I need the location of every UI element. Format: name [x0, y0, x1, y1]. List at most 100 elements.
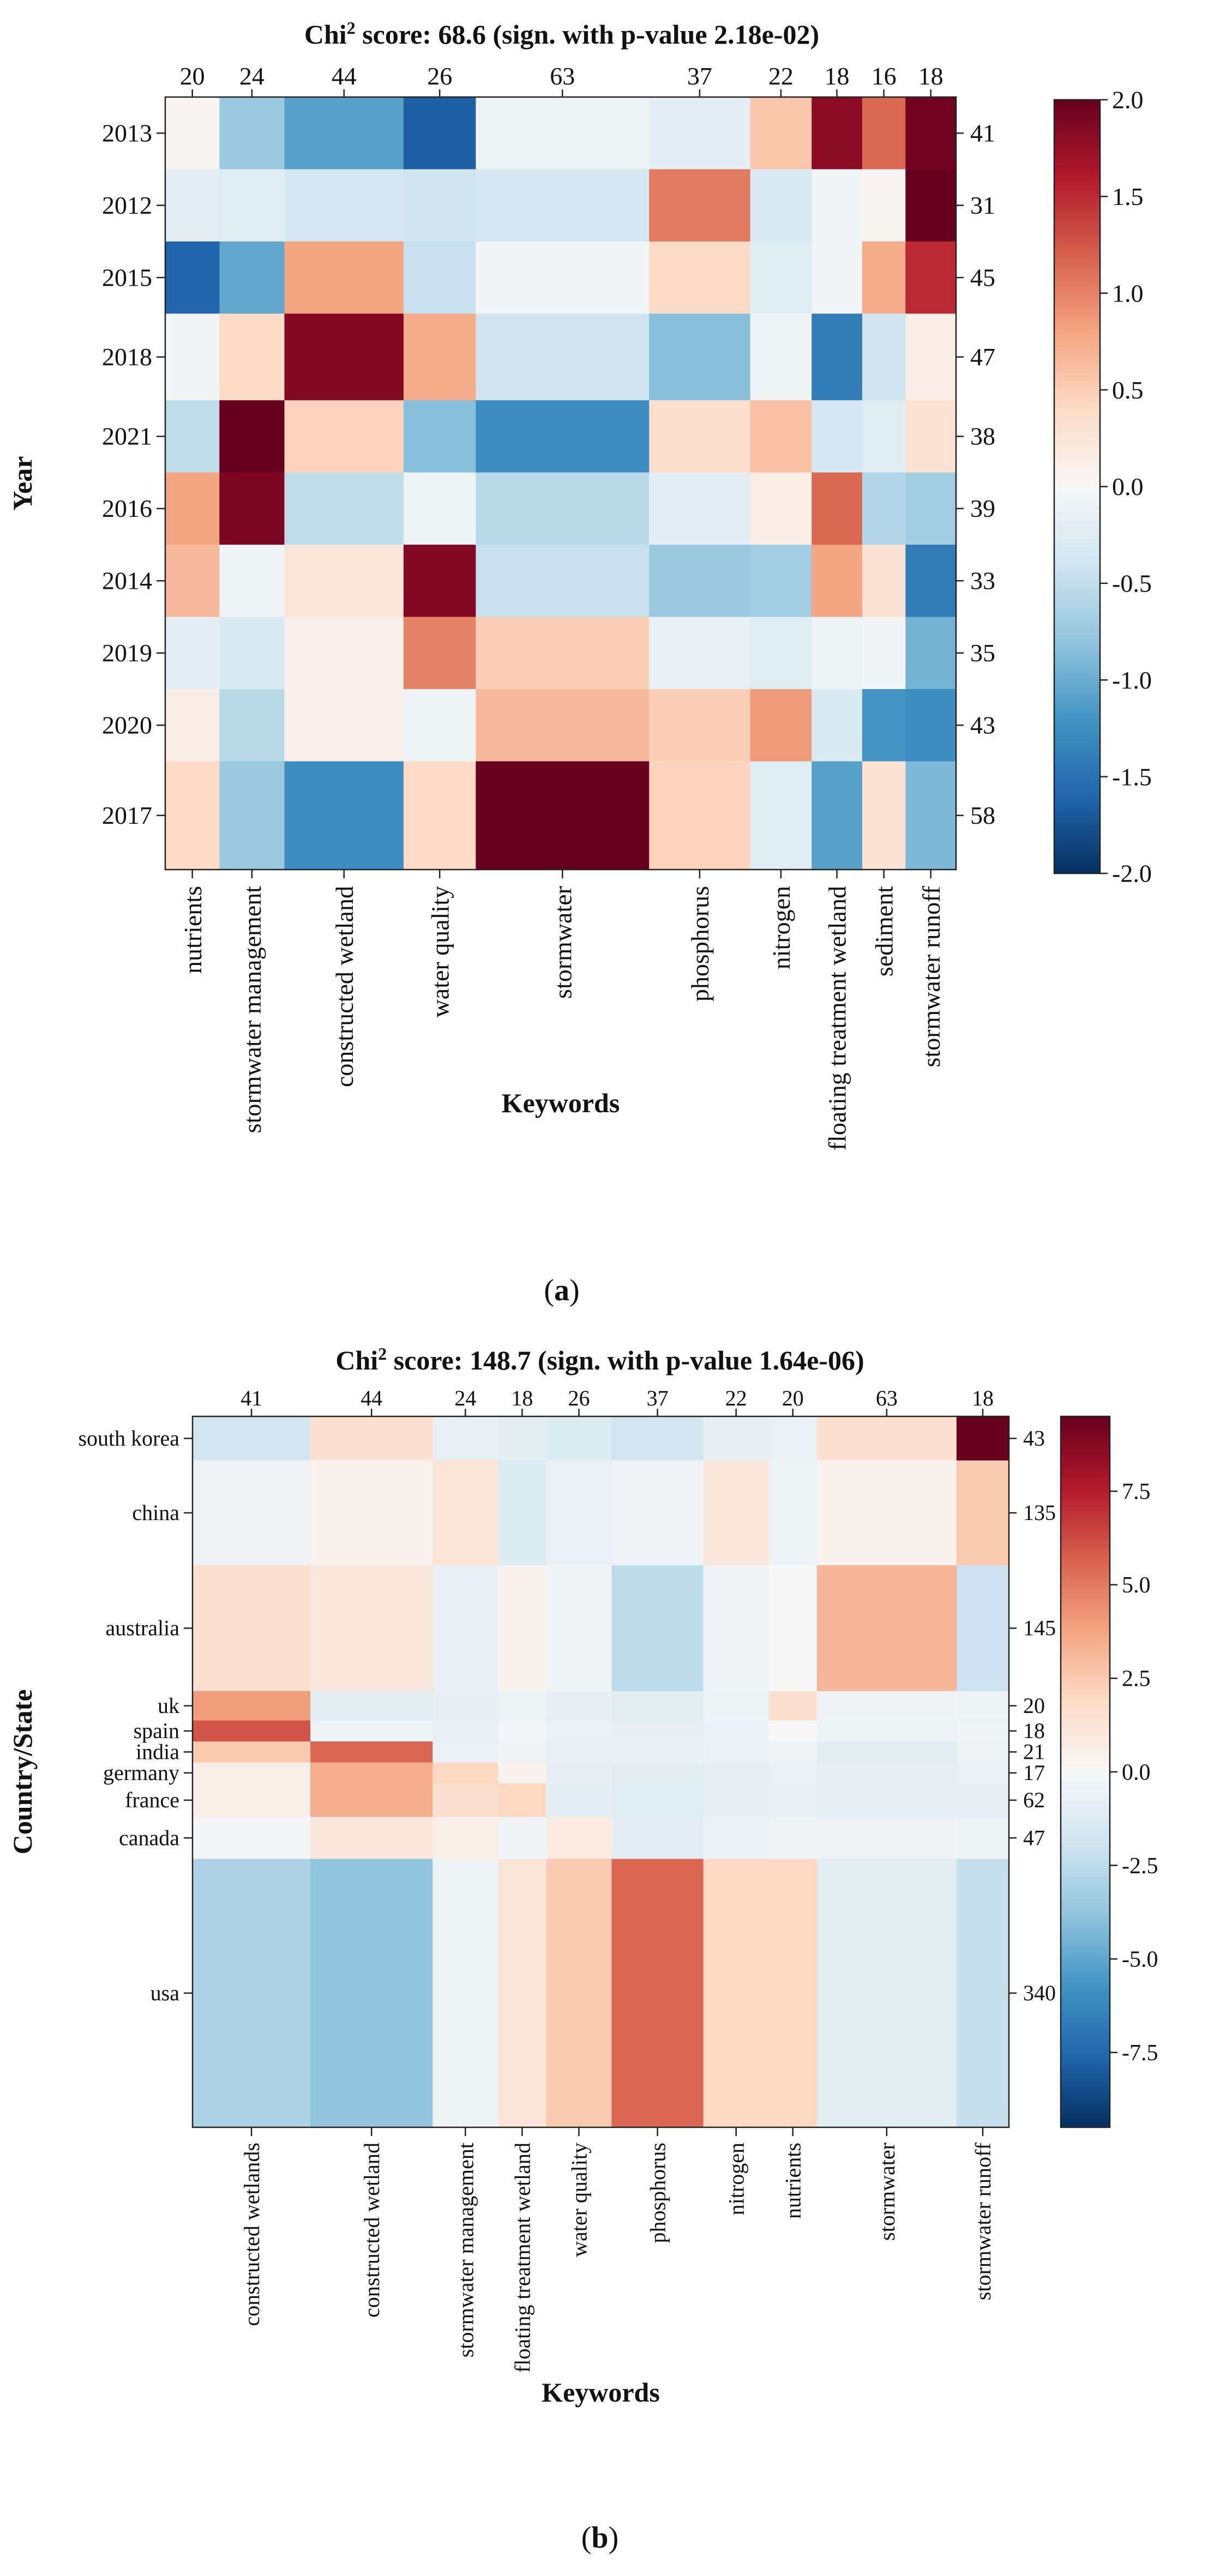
heatmap-cell	[498, 1460, 547, 1566]
heatmap-cell	[546, 1762, 612, 1784]
x-tick-label: floating treatment wetland	[510, 2143, 534, 2373]
heatmap-cell	[750, 400, 812, 473]
heatmap-cell	[862, 761, 906, 870]
chart-title: Chi2 score: 68.6 (sign. with p-value 2.1…	[304, 18, 819, 50]
heatmap-cell	[284, 400, 404, 473]
x-tick-label: nutrients	[179, 886, 207, 974]
heatmap-cell	[284, 545, 404, 618]
colorbar-tick-label: 0.0	[1122, 1760, 1151, 1785]
colorbar-tick-label: 7.5	[1122, 1480, 1151, 1505]
x-tick-label: nitrogen	[767, 886, 795, 969]
heatmap-cell	[219, 617, 285, 690]
heatmap-cell	[219, 241, 285, 314]
heatmap-cell	[862, 472, 906, 545]
heatmap-cell	[812, 241, 863, 314]
heatmap-cell	[404, 761, 476, 870]
x-total-label: 16	[872, 62, 897, 90]
heatmap-cell	[649, 689, 751, 762]
heatmap-cell	[404, 241, 476, 314]
heatmap-cell	[611, 1565, 704, 1692]
heatmap-cell	[476, 97, 650, 170]
heatmap-cell	[862, 400, 906, 473]
heatmap-cell	[193, 1416, 311, 1461]
heatmap-cell	[165, 313, 220, 401]
heatmap-cell	[498, 1783, 547, 1818]
colorbar-tick-label: -1.0	[1112, 666, 1152, 694]
heatmap-cell	[816, 1762, 957, 1784]
heatmap-cell	[862, 97, 906, 170]
heatmap-cell	[546, 1783, 612, 1818]
colorbar-tick-label: -7.5	[1122, 2041, 1158, 2066]
x-total-label: 63	[876, 1386, 898, 1410]
heatmap-cell	[812, 472, 863, 545]
heatmap-cell	[219, 169, 285, 242]
x-tick-label: stormwater	[875, 2143, 899, 2241]
colorbar-tick-label: -2.5	[1122, 1854, 1158, 1879]
y-tick-label: 2014	[102, 566, 152, 594]
plot-frame	[191, 1415, 1010, 2128]
heatmap-cell	[905, 97, 957, 170]
heatmap-cell	[219, 313, 285, 401]
heatmap-cell	[703, 1691, 770, 1721]
y-tick-label: usa	[151, 1981, 180, 2005]
x-total-label: 26	[568, 1386, 590, 1410]
heatmap-cell	[956, 1783, 1009, 1818]
heatmap-cell	[611, 1817, 704, 1860]
heatmap-cell	[812, 545, 863, 618]
y-total-label: 47	[970, 343, 995, 371]
heatmap-cell	[812, 689, 863, 762]
y-tick-label: india	[136, 1740, 179, 1764]
heatmap-cell	[611, 1691, 704, 1721]
x-total-label: 18	[972, 1386, 994, 1410]
heatmap-cell	[476, 313, 650, 401]
y-axis-title: Year	[7, 456, 38, 511]
heatmap-cell	[611, 1741, 704, 1763]
heatmap-cell	[284, 472, 404, 545]
heatmap-cell	[476, 689, 650, 762]
heatmap-cell	[310, 1691, 433, 1721]
y-total-label: 38	[970, 423, 995, 450]
x-total-label: 44	[360, 1386, 382, 1410]
heatmap-cell	[546, 1691, 612, 1721]
heatmap-cell	[193, 1783, 311, 1818]
heatmap-cell	[649, 241, 751, 314]
heatmap-cell	[750, 97, 812, 170]
heatmap-cell	[476, 169, 650, 242]
heatmap-cell	[611, 1720, 704, 1742]
x-total-label: 44	[332, 62, 357, 90]
heatmap-cell	[476, 400, 650, 473]
y-tick-label: canada	[119, 1825, 179, 1850]
y-total-label: 340	[1023, 1981, 1056, 2005]
heatmap-cell	[284, 689, 404, 762]
panel-label: (a)	[544, 1274, 579, 1307]
heatmap-cell	[649, 169, 751, 242]
heatmap-cell	[165, 545, 220, 618]
heatmap-cell	[498, 1691, 547, 1721]
heatmap-cell	[546, 1460, 612, 1566]
heatmap-cell	[750, 617, 812, 690]
x-total-label: 18	[918, 62, 943, 90]
heatmap-cell	[816, 1460, 957, 1566]
x-total-label: 22	[725, 1386, 747, 1410]
heatmap-cell	[956, 1416, 1009, 1461]
heatmap-cell	[611, 1460, 704, 1566]
heatmap-cell	[905, 689, 957, 762]
x-tick-label: phosphorus	[686, 886, 714, 1002]
heatmap-cell	[611, 1859, 704, 2128]
heatmap-cell	[768, 1565, 818, 1692]
y-tick-label: uk	[158, 1693, 179, 1718]
heatmap-cell	[165, 97, 220, 170]
y-tick-label: germany	[103, 1760, 179, 1785]
heatmap-cell	[750, 689, 812, 762]
colorbar-tick-label: 0.0	[1112, 473, 1144, 500]
heatmap-cell	[816, 1817, 957, 1860]
heatmap-cell	[703, 1783, 770, 1818]
heatmap-cell	[284, 313, 404, 401]
heatmap-cell	[956, 1691, 1009, 1721]
y-tick-label: 2019	[102, 639, 152, 667]
y-tick-label: 2016	[102, 494, 152, 522]
heatmap-cell	[956, 1762, 1009, 1784]
x-tick-label: stormwater management	[453, 2143, 478, 2357]
x-axis-title: Keywords	[502, 1088, 620, 1118]
heatmap-cell	[310, 1817, 433, 1860]
